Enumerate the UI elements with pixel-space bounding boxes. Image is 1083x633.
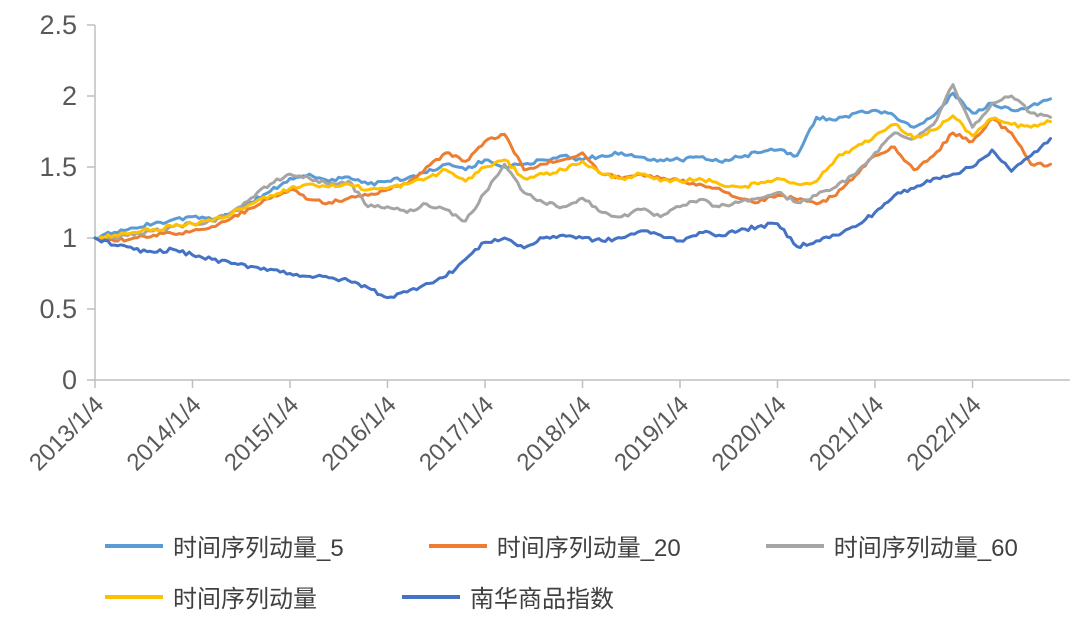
svg-text:2018/1/4: 2018/1/4 [512, 391, 597, 476]
legend-item-momentum: 时间序列动量 [105, 579, 317, 614]
legend-label-nanhua-index: 南华商品指数 [470, 586, 614, 613]
svg-text:1.5: 1.5 [39, 152, 77, 182]
svg-text:2020/1/4: 2020/1/4 [707, 391, 792, 476]
legend-row-2: 时间序列动量 南华商品指数 [105, 579, 1083, 614]
legend-row-1: 时间序列动量_5 时间序列动量_20 时间序列动量_60 [105, 528, 1083, 563]
svg-text:2016/1/4: 2016/1/4 [317, 391, 402, 476]
legend-item-momentum-60: 时间序列动量_60 [765, 528, 1018, 563]
svg-text:0.5: 0.5 [39, 294, 77, 324]
svg-text:2017/1/4: 2017/1/4 [414, 391, 499, 476]
svg-text:1: 1 [62, 223, 77, 253]
legend-label-momentum-5: 时间序列动量_5 [173, 535, 344, 562]
legend-item-nanhua-index: 南华商品指数 [402, 579, 614, 614]
legend-label-momentum-60: 时间序列动量_60 [833, 535, 1018, 562]
svg-text:2013/1/4: 2013/1/4 [24, 391, 109, 476]
svg-text:2022/1/4: 2022/1/4 [902, 391, 987, 476]
svg-text:2019/1/4: 2019/1/4 [609, 391, 694, 476]
svg-text:2014/1/4: 2014/1/4 [122, 391, 207, 476]
svg-text:2015/1/4: 2015/1/4 [219, 391, 304, 476]
plot-area: 0 0.5 1 1.5 2 2.5 2013/1/4 2014/1/4 2015/1/4 2016… [24, 10, 1070, 476]
legend-swatch-nanhua-index [402, 594, 460, 599]
legend-label-momentum: 时间序列动量 [173, 586, 317, 613]
legend-swatch-momentum-5 [105, 543, 163, 548]
legend-item-momentum-20: 时间序列动量_20 [428, 528, 681, 563]
legend-swatch-momentum-20 [428, 543, 487, 548]
legend-swatch-momentum-60 [765, 543, 824, 548]
svg-text:2.5: 2.5 [39, 10, 77, 40]
svg-text:2021/1/4: 2021/1/4 [804, 391, 889, 476]
svg-text:2: 2 [62, 81, 77, 111]
legend-swatch-momentum [105, 594, 163, 599]
legend: 时间序列动量_5 时间序列动量_20 时间序列动量_60 时间序列动量 南华商品… [105, 528, 1083, 614]
legend-item-momentum-5: 时间序列动量_5 [105, 528, 344, 563]
svg-text:0: 0 [62, 365, 77, 395]
legend-label-momentum-20: 时间序列动量_20 [496, 535, 681, 562]
